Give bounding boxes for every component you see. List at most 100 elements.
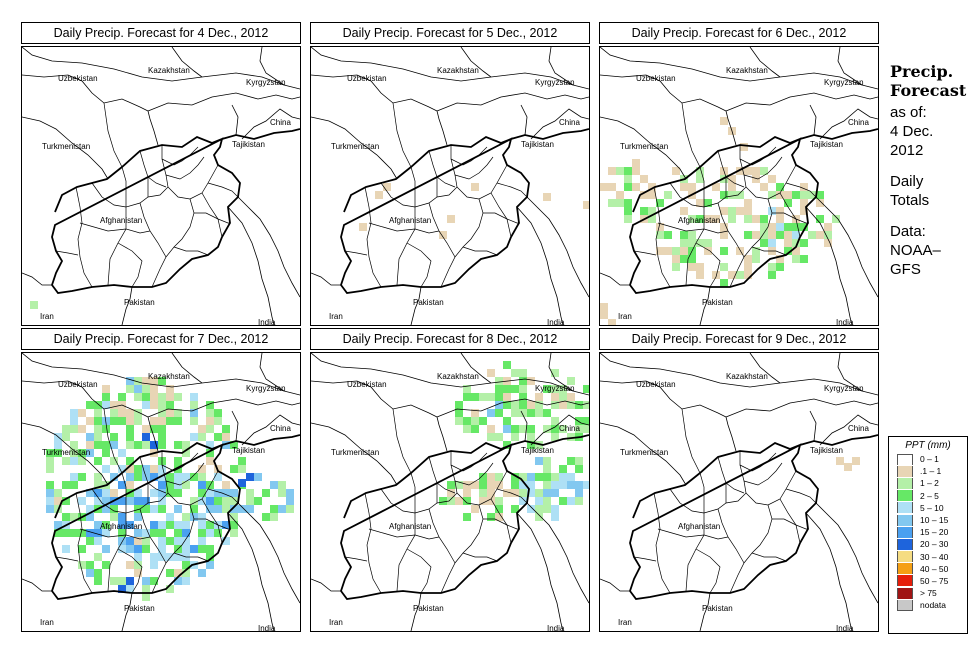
province-border [745, 470, 797, 506]
legend-item: 30 – 40 [889, 551, 967, 563]
precip-cell [206, 505, 214, 513]
precip-cell [784, 223, 792, 231]
precip-cells [439, 361, 589, 521]
precip-cell [752, 247, 760, 255]
precip-cell [150, 441, 158, 449]
precip-cell [110, 401, 118, 409]
precip-cell [158, 497, 166, 505]
precip-cell [447, 497, 455, 505]
province-border [428, 202, 456, 258]
map-label-turkmenistan: Turkmenistan [42, 448, 90, 457]
country-border [311, 422, 398, 486]
province-border [743, 462, 783, 486]
precip-cell [222, 521, 230, 529]
country-border [410, 286, 422, 325]
precip-cell [704, 199, 712, 207]
precip-cell [206, 457, 214, 465]
country-border [121, 592, 133, 631]
legend-item: 1 – 2 [889, 477, 967, 489]
precip-cell [836, 457, 844, 465]
precip-cell [158, 465, 166, 473]
afghanistan-border [628, 434, 878, 600]
legend-label: 0 – 1 [920, 454, 939, 465]
precip-cell [776, 263, 784, 271]
precip-cell [222, 497, 230, 505]
province-border [344, 556, 368, 562]
precip-cell [744, 199, 752, 207]
precip-cell [206, 521, 214, 529]
precip-cell [824, 239, 832, 247]
precip-cell [672, 247, 680, 255]
precip-cell [575, 417, 583, 425]
map-label-iran: Iran [329, 618, 343, 627]
precip-cell [720, 207, 728, 215]
precip-cell [222, 489, 230, 497]
precip-cell [86, 561, 94, 569]
precip-cell [270, 481, 278, 489]
precip-cell [230, 489, 238, 497]
precip-cell [94, 521, 102, 529]
province-border [695, 242, 721, 288]
country-border [436, 398, 589, 418]
precip-cell [142, 585, 150, 593]
precip-cell [102, 521, 110, 529]
precip-cell [238, 505, 246, 513]
precip-cell [118, 393, 126, 401]
precip-cell [278, 505, 286, 513]
precip-cell [495, 377, 503, 385]
precip-cell [567, 401, 575, 409]
legend-swatch [897, 551, 913, 563]
precip-cell [174, 505, 182, 513]
country-border [22, 47, 300, 90]
province-border [681, 102, 701, 168]
precip-cell [800, 223, 808, 231]
map-label-turkmenistan: Turkmenistan [331, 448, 379, 457]
country-border [259, 47, 285, 86]
precip-cell [198, 473, 206, 481]
precip-cell [134, 505, 142, 513]
precip-cell [800, 199, 808, 207]
map-label-iran: Iran [40, 312, 54, 321]
precip-cell [150, 401, 158, 409]
precip-cell [214, 473, 222, 481]
precip-cell [471, 425, 479, 433]
precip-cell [824, 231, 832, 239]
precip-cell [519, 393, 527, 401]
province-border [414, 228, 440, 234]
province-border [380, 145, 458, 208]
precip-cell [118, 521, 126, 529]
precip-cell [680, 255, 688, 263]
precip-cell [230, 513, 238, 521]
precip-cell [447, 481, 455, 489]
precip-cell [166, 537, 174, 545]
precip-cell [479, 417, 487, 425]
province-border [456, 164, 508, 200]
precip-cell [792, 255, 800, 263]
precip-cell [166, 513, 174, 521]
heading-forecast: Forecast [890, 81, 967, 100]
legend-swatch [897, 502, 913, 514]
legend-title: PPT (mm) [905, 440, 951, 451]
precip-cell [78, 409, 86, 417]
precip-cell [158, 553, 166, 561]
precip-cell [776, 255, 784, 263]
province-border [633, 556, 657, 562]
map-label-pakistan: Pakistan [702, 298, 733, 307]
precip-cell [728, 183, 736, 191]
province-border [795, 524, 808, 530]
precip-cell [94, 569, 102, 577]
precip-cell [214, 489, 222, 497]
afghanistan-border [339, 128, 589, 294]
precip-cell [712, 183, 720, 191]
precip-cell [134, 385, 142, 393]
precip-cell [142, 393, 150, 401]
panel-title: Daily Precip. Forecast for 7 Dec., 2012 [21, 328, 301, 350]
legend-label: 20 – 30 [920, 539, 949, 550]
province-border [454, 156, 494, 180]
map-label-tajikistan: Tajikistan [232, 446, 265, 455]
precip-cell [559, 425, 567, 433]
precip-cell [519, 489, 527, 497]
precip-cell [471, 417, 479, 425]
province-border [117, 242, 143, 288]
precip-cell [150, 489, 158, 497]
